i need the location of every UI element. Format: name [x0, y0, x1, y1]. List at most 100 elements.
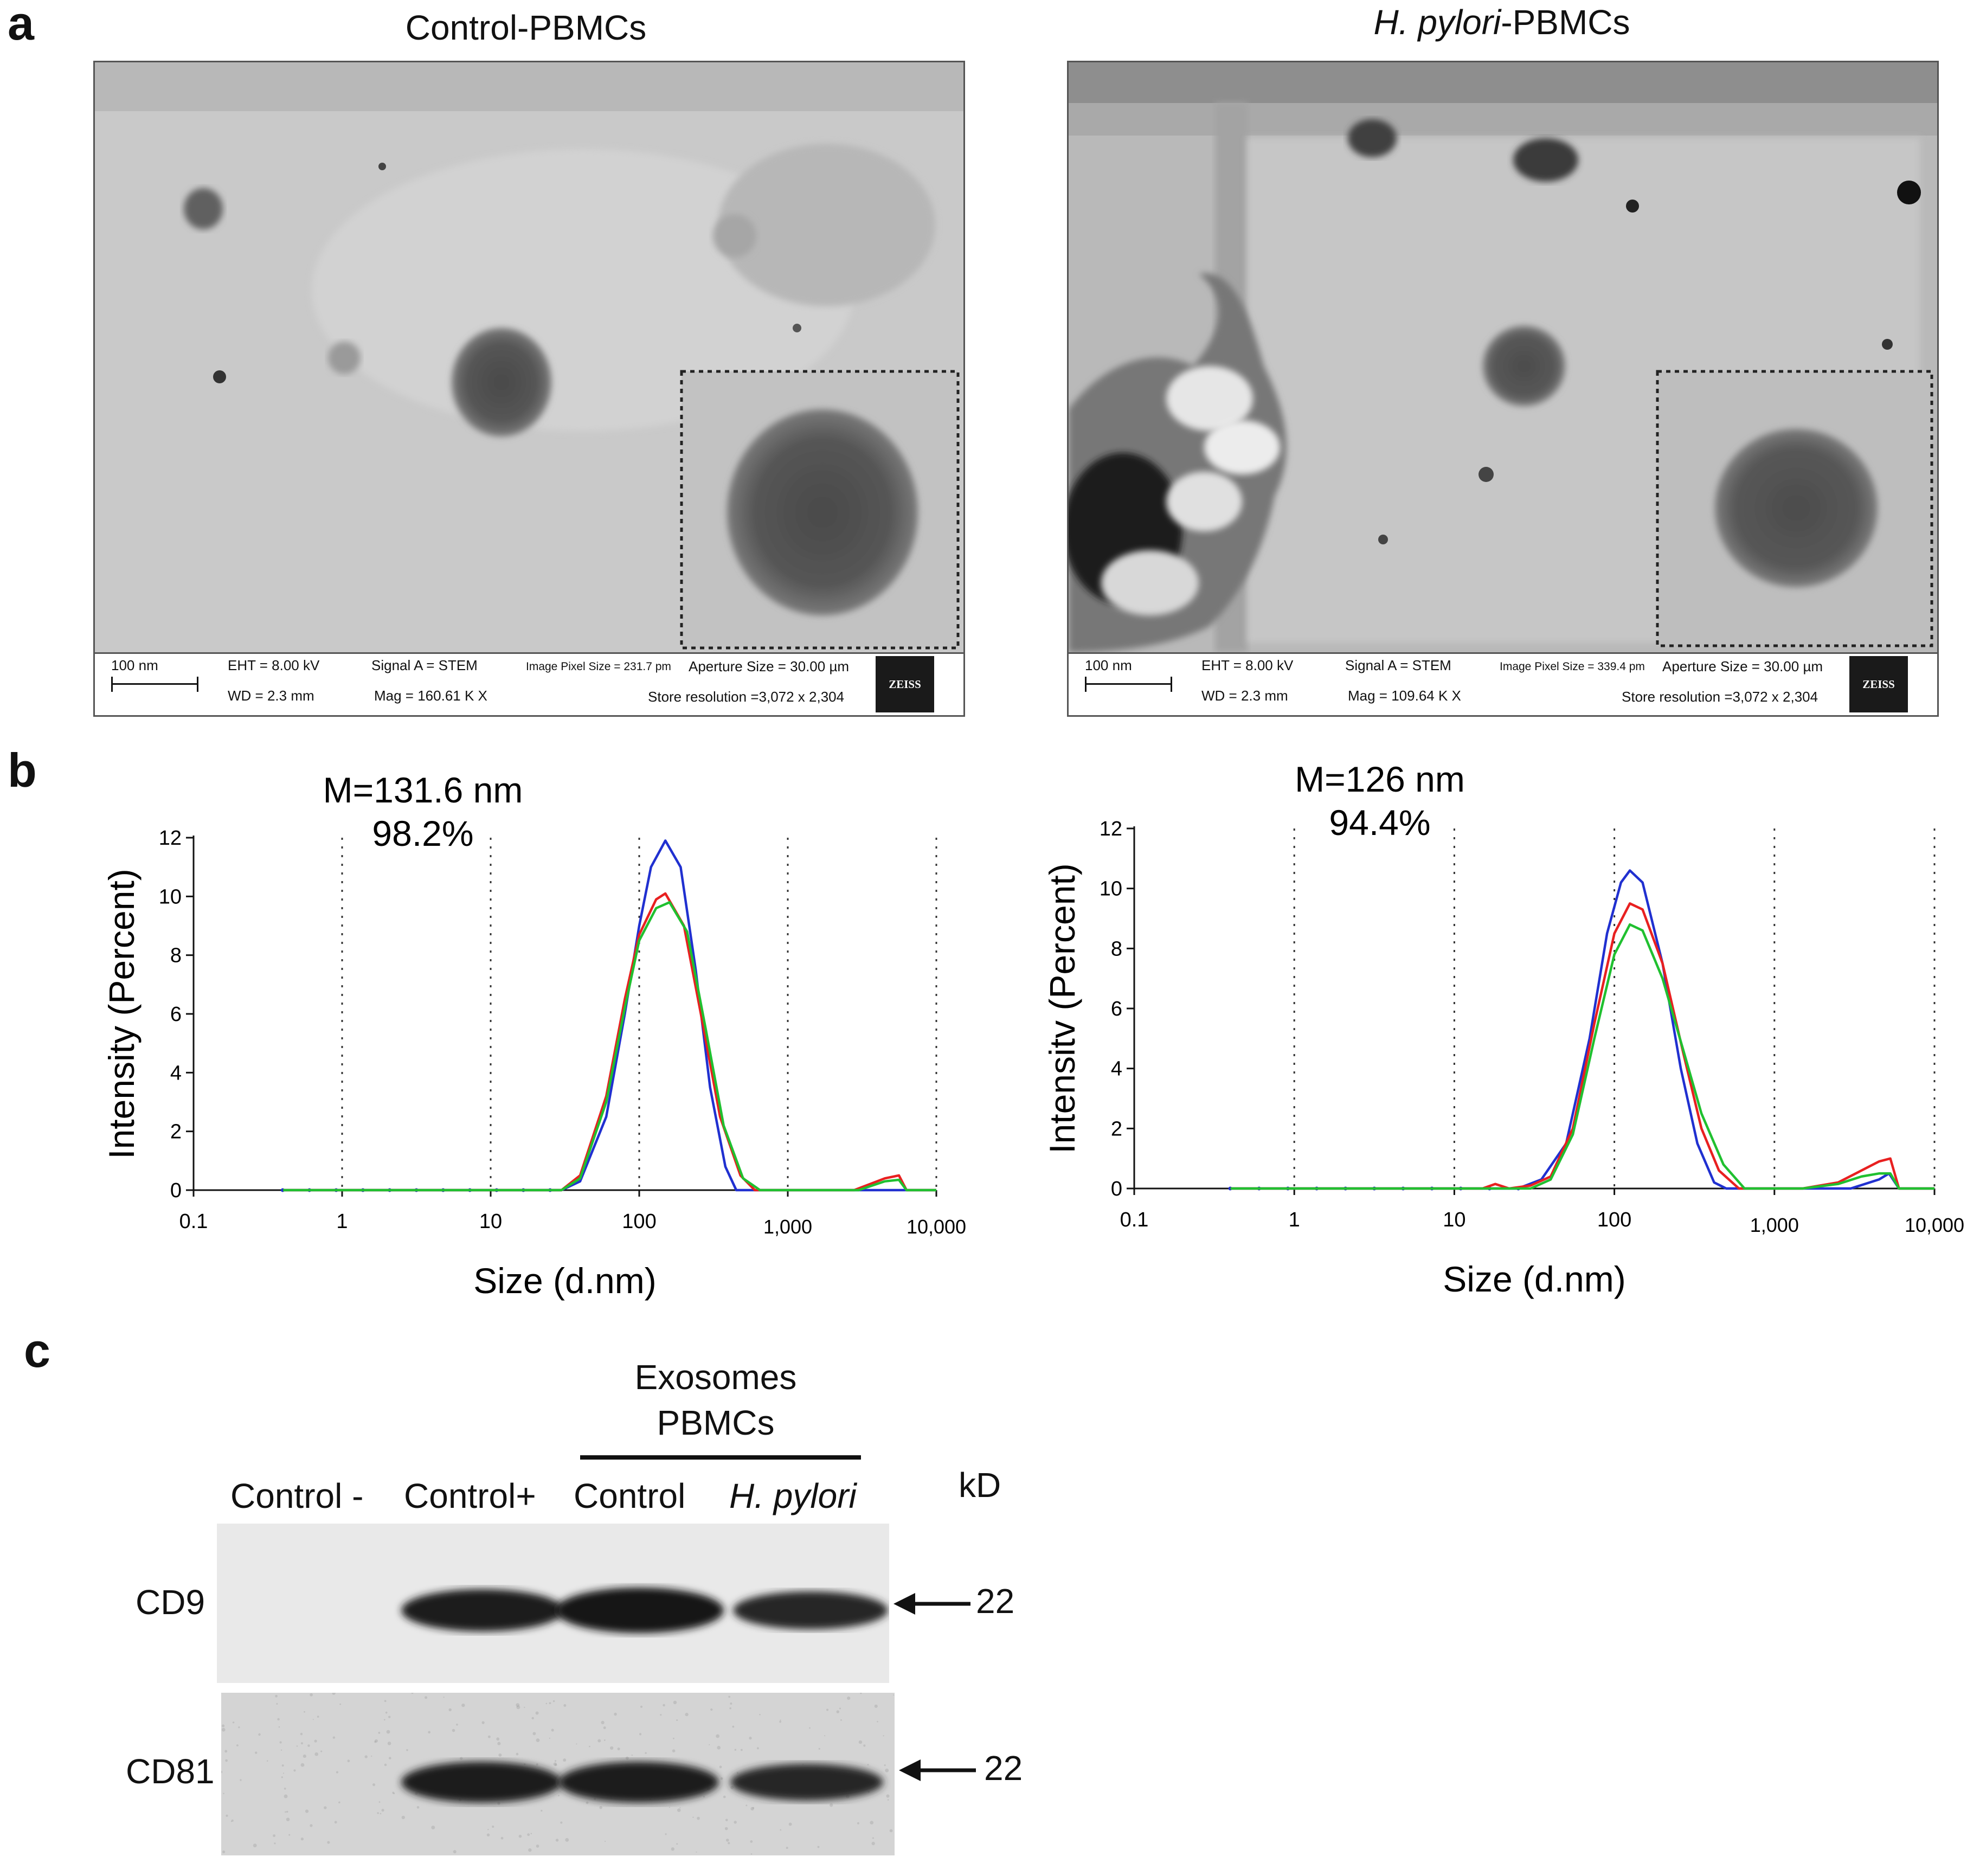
blot-noise [300, 1763, 305, 1767]
blot-noise [603, 1726, 606, 1730]
band-lane-3 [556, 1588, 724, 1633]
blot-noise [240, 1779, 242, 1781]
blot-group-bar [580, 1455, 861, 1460]
blot-noise [597, 1739, 601, 1743]
blot-cd9-svg [217, 1524, 889, 1683]
em-scale-label: 100 nm [1085, 657, 1132, 673]
blot-noise [460, 1757, 463, 1760]
blot-noise [453, 1850, 457, 1854]
blot-noise [586, 1801, 589, 1804]
blot-noise [324, 1806, 327, 1809]
dls-2-annotation-mean: M=126 nm [1295, 759, 1465, 799]
dls-2-annotation-percent: 94.4% [1329, 802, 1430, 843]
dls-1-x-axis-label: Size (d.nm) [473, 1261, 656, 1301]
blot-noise [300, 1742, 303, 1745]
blot-noise [734, 1821, 737, 1824]
blot-noise [305, 1809, 309, 1813]
blot-noise [673, 1700, 677, 1705]
panel-letter-c: c [24, 1324, 50, 1377]
dls-2-y-axis-label: Intensitv (Percent) [1042, 863, 1082, 1154]
blot-noise [553, 1762, 557, 1766]
em-wd: WD = 2.3 mm [1201, 688, 1288, 704]
blot-noise [599, 1806, 602, 1809]
blot-noise [222, 1724, 225, 1727]
em-scale-label: 100 nm [111, 657, 158, 673]
blot-noise [884, 1764, 886, 1766]
blot-noise [300, 1838, 304, 1841]
blot-group-line2: PBMCs [657, 1403, 775, 1443]
em-image-hpylori: 100 nm EHT = 8.00 kV WD = 2.3 mm Signal … [1067, 61, 1939, 717]
blot-noise [893, 1694, 895, 1696]
blot-noise [461, 1703, 465, 1707]
blot-noise [530, 1833, 532, 1834]
dls-1-y-tick-label: 12 [159, 827, 182, 850]
dls-1-x-tick-label: 1,000 [763, 1216, 812, 1238]
blot-noise [870, 1821, 874, 1824]
dls-2-x-axis-label: Size (d.nm) [1443, 1259, 1625, 1299]
blot-noise [428, 1731, 430, 1734]
dls-2-y-tick-label: 2 [1111, 1117, 1122, 1140]
blot-noise [307, 1744, 310, 1747]
blot-noise [889, 1829, 893, 1833]
blot-noise [282, 1772, 285, 1774]
blot-noise [452, 1729, 455, 1732]
blot-noise [673, 1737, 674, 1739]
blot-noise [332, 1736, 336, 1739]
band-lane-3 [558, 1762, 719, 1803]
dls-charts: 0 2 4 6 8 10 12 0.1 1 10 100 1,000 10,000 Size (d.nm)… [0, 748, 1967, 1301]
blot-noise [388, 1716, 391, 1718]
blot-noise [266, 1760, 268, 1762]
em-micrograph-hpylori [1069, 62, 1937, 652]
blot-membrane-cd9 [217, 1524, 889, 1683]
kd-label: kD [959, 1466, 1001, 1505]
em-title-control: Control-PBMCs [405, 8, 647, 47]
blot-noise [232, 1721, 235, 1724]
blot-noise [709, 1744, 710, 1746]
blot-noise [481, 1721, 485, 1724]
blot-noise [255, 1751, 258, 1754]
blot-noise [280, 1749, 282, 1751]
kd-value-cd9: 22 [976, 1582, 1015, 1621]
blot-noise [665, 1833, 667, 1835]
blot-noise [277, 1718, 280, 1721]
blot-noise [221, 1727, 226, 1732]
blot-noise [603, 1739, 606, 1741]
blot-noise [487, 1829, 489, 1830]
band-lane-2 [401, 1589, 564, 1631]
blot-noise [286, 1810, 288, 1813]
blot-noise [416, 1806, 420, 1809]
blot-noise [371, 1755, 372, 1757]
blot-noise [645, 1752, 647, 1754]
blot-noise [384, 1700, 387, 1702]
blot-noise [671, 1847, 675, 1851]
zeiss-logo: ZEISS [876, 656, 934, 712]
lane-label-control-pos: Control+ [404, 1476, 536, 1515]
blot-row-label-cd81: CD81 [126, 1752, 215, 1791]
em-mag: Mag = 160.61 K X [374, 688, 487, 704]
blot-noise [296, 1745, 298, 1747]
blot-noise [740, 1749, 743, 1751]
blot-noise [385, 1711, 388, 1714]
blot-noise [672, 1749, 676, 1753]
blot-cd81-svg [220, 1691, 895, 1855]
blot-noise [532, 1732, 536, 1736]
blot-noise [222, 1850, 226, 1854]
blot-noise [220, 1771, 223, 1774]
blot-noise [332, 1691, 336, 1695]
blot-noise [725, 1839, 729, 1842]
blot-noise [231, 1819, 234, 1822]
blot-noise [589, 1745, 590, 1747]
blot-noise [338, 1801, 340, 1803]
blot-noise [554, 1760, 557, 1762]
em-store-resolution: Store resolution =3,072 x 2,304 [648, 689, 845, 705]
blot-noise [732, 1725, 735, 1728]
blot-noise [639, 1733, 642, 1736]
blot-noise [745, 1804, 748, 1807]
blot-noise [703, 1796, 705, 1798]
blot-noise [279, 1741, 282, 1744]
blot-noise [720, 1777, 723, 1780]
blot-noise [885, 1768, 889, 1772]
blot-noise [524, 1763, 526, 1765]
blot-noise [883, 1735, 884, 1737]
blot-noise [278, 1726, 280, 1728]
